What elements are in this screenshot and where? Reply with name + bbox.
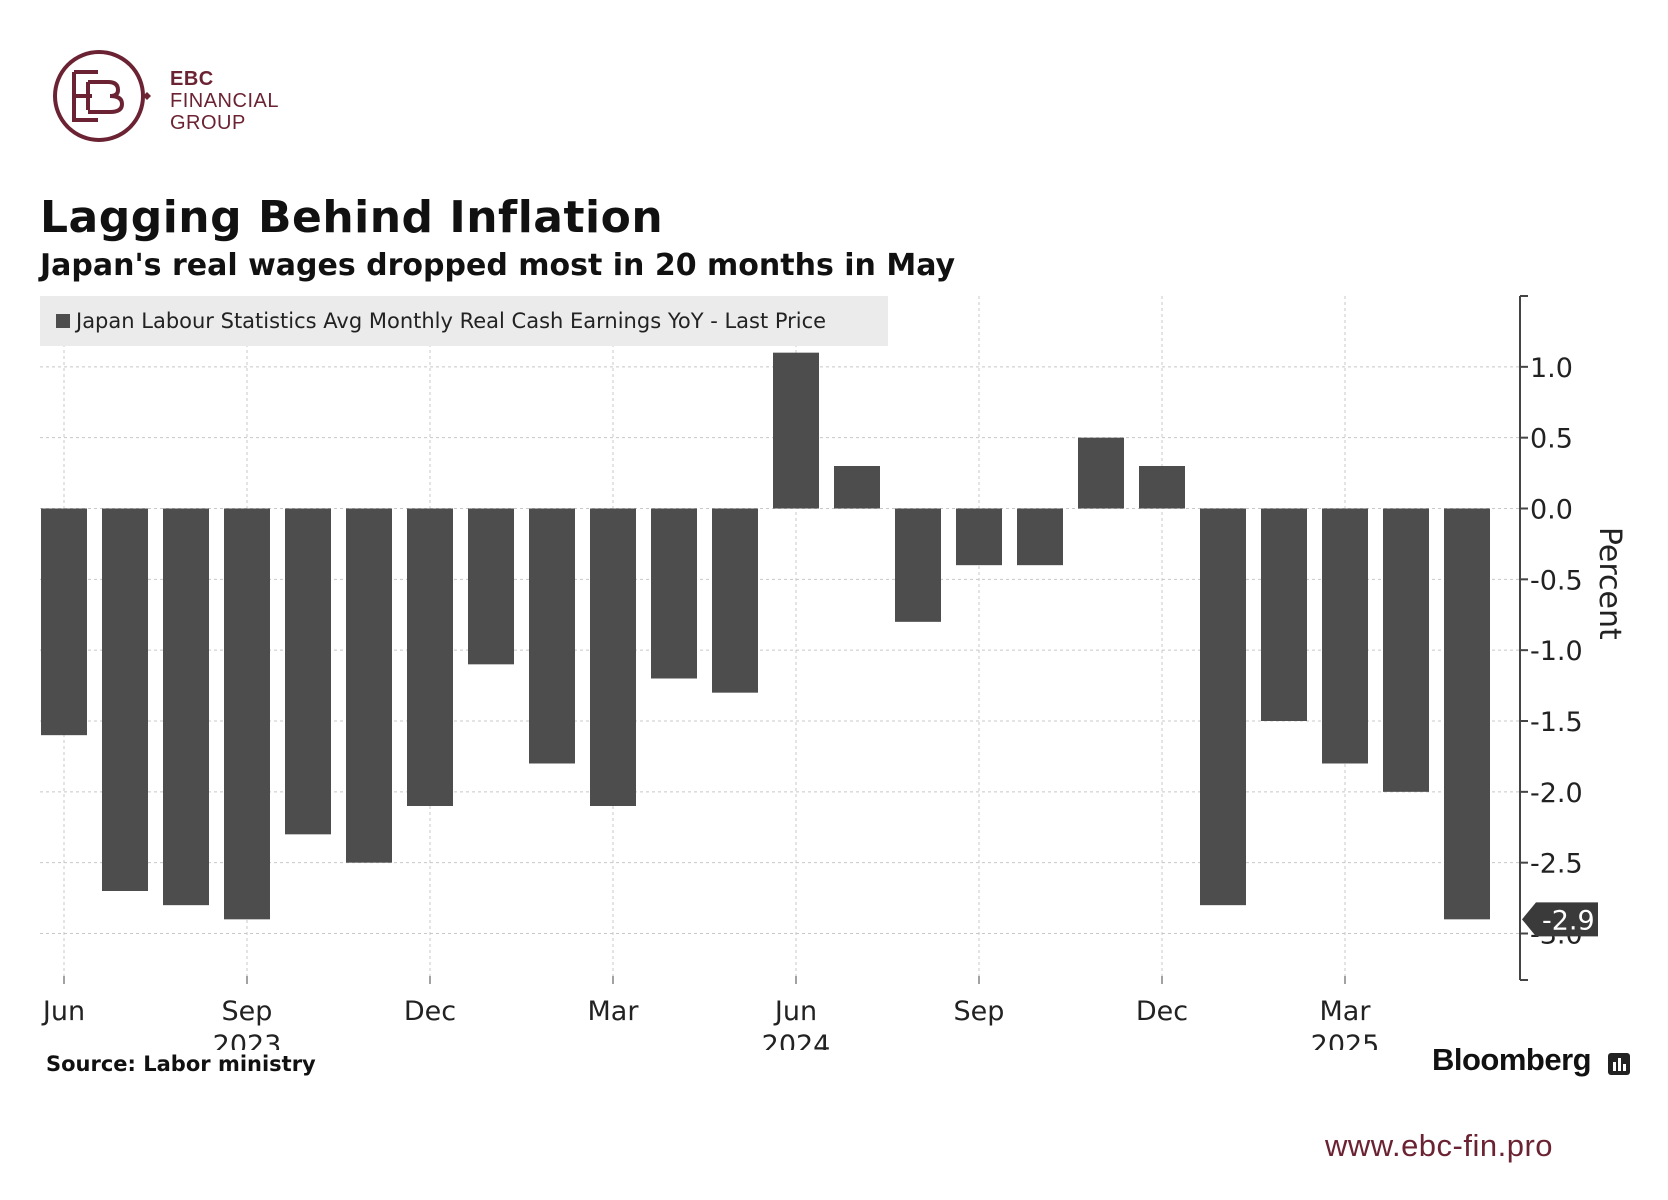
x-tick-label: Sep	[954, 996, 1005, 1027]
bar-feb-2024	[529, 508, 575, 764]
ebc-logo-icon	[53, 50, 151, 142]
y-tick-label: 1.0	[1530, 353, 1573, 384]
y-tick-label: -2.0	[1530, 778, 1583, 809]
chart-subtitle: Japan's real wages dropped most in 20 mo…	[40, 248, 956, 283]
bar-feb-2025	[1261, 508, 1307, 721]
source-note: Source: Labor ministry	[46, 1052, 316, 1076]
legend-swatch	[56, 314, 70, 328]
bar-chart: Japan Labour Statistics Avg Monthly Real…	[40, 295, 1627, 1050]
last-price-marker	[1522, 902, 1598, 937]
y-tick-label: -1.5	[1530, 707, 1583, 738]
bar-mar-2024	[590, 508, 636, 806]
x-tick-label: Mar	[1320, 996, 1372, 1027]
bar-nov-2024	[1078, 437, 1124, 509]
bar-apr-2025	[1383, 508, 1429, 792]
x-tick-label: Jun	[773, 996, 817, 1027]
brand-line-2: FINANCIAL	[170, 90, 279, 112]
bloomberg-icon	[1608, 1053, 1630, 1075]
x-tick-label: Dec	[404, 996, 456, 1027]
bar-jan-2025	[1200, 508, 1246, 906]
x-tick-label: Dec	[1136, 996, 1188, 1027]
bar-sep-2024	[956, 508, 1002, 566]
legend-label: Japan Labour Statistics Avg Monthly Real…	[74, 309, 826, 333]
x-tick-year-label: 2025	[1311, 1030, 1380, 1050]
bar-mar-2025	[1322, 508, 1368, 764]
last-price-label: -2.9	[1542, 905, 1595, 936]
bar-oct-2023	[285, 508, 331, 835]
bar-jun-2024	[773, 352, 819, 509]
bar-jun-2023	[41, 508, 87, 736]
bar-jul-2024	[834, 466, 880, 509]
bar-jul-2023	[102, 508, 148, 891]
bar-aug-2023	[163, 508, 209, 906]
x-tick-label: Sep	[222, 996, 273, 1027]
y-axis-title: Percent	[1592, 527, 1627, 640]
bar-jan-2024	[468, 508, 514, 665]
bar-may-2025	[1444, 508, 1490, 920]
chart-title: Lagging Behind Inflation	[40, 192, 664, 243]
bar-aug-2024	[895, 508, 941, 622]
legend-box	[40, 296, 888, 346]
brand-line-3: GROUP	[170, 112, 246, 134]
bar-nov-2023	[346, 508, 392, 863]
publisher-name: Bloomberg	[1432, 1042, 1592, 1077]
x-tick-year-label: 2023	[213, 1030, 282, 1050]
bar-dec-2024	[1139, 466, 1185, 509]
brand-name: EBC FINANCIAL GROUP	[170, 68, 279, 134]
y-tick-label: -2.5	[1530, 849, 1583, 880]
x-tick-year-label: 2024	[762, 1030, 831, 1050]
bar-may-2024	[712, 508, 758, 693]
y-tick-label: 0.0	[1530, 495, 1573, 526]
y-tick-label: -0.5	[1530, 565, 1583, 596]
bar-dec-2023	[407, 508, 453, 806]
y-tick-label: 0.5	[1530, 424, 1573, 455]
x-tick-label: Jun	[41, 996, 85, 1027]
x-tick-label: Mar	[588, 996, 640, 1027]
website-link[interactable]: www.ebc-fin.pro	[1325, 1128, 1554, 1163]
bar-sep-2023	[224, 508, 270, 920]
brand-line-1: EBC	[170, 68, 214, 90]
y-tick-label: -1.0	[1530, 636, 1583, 667]
bar-apr-2024	[651, 508, 697, 679]
bar-oct-2024	[1017, 508, 1063, 566]
